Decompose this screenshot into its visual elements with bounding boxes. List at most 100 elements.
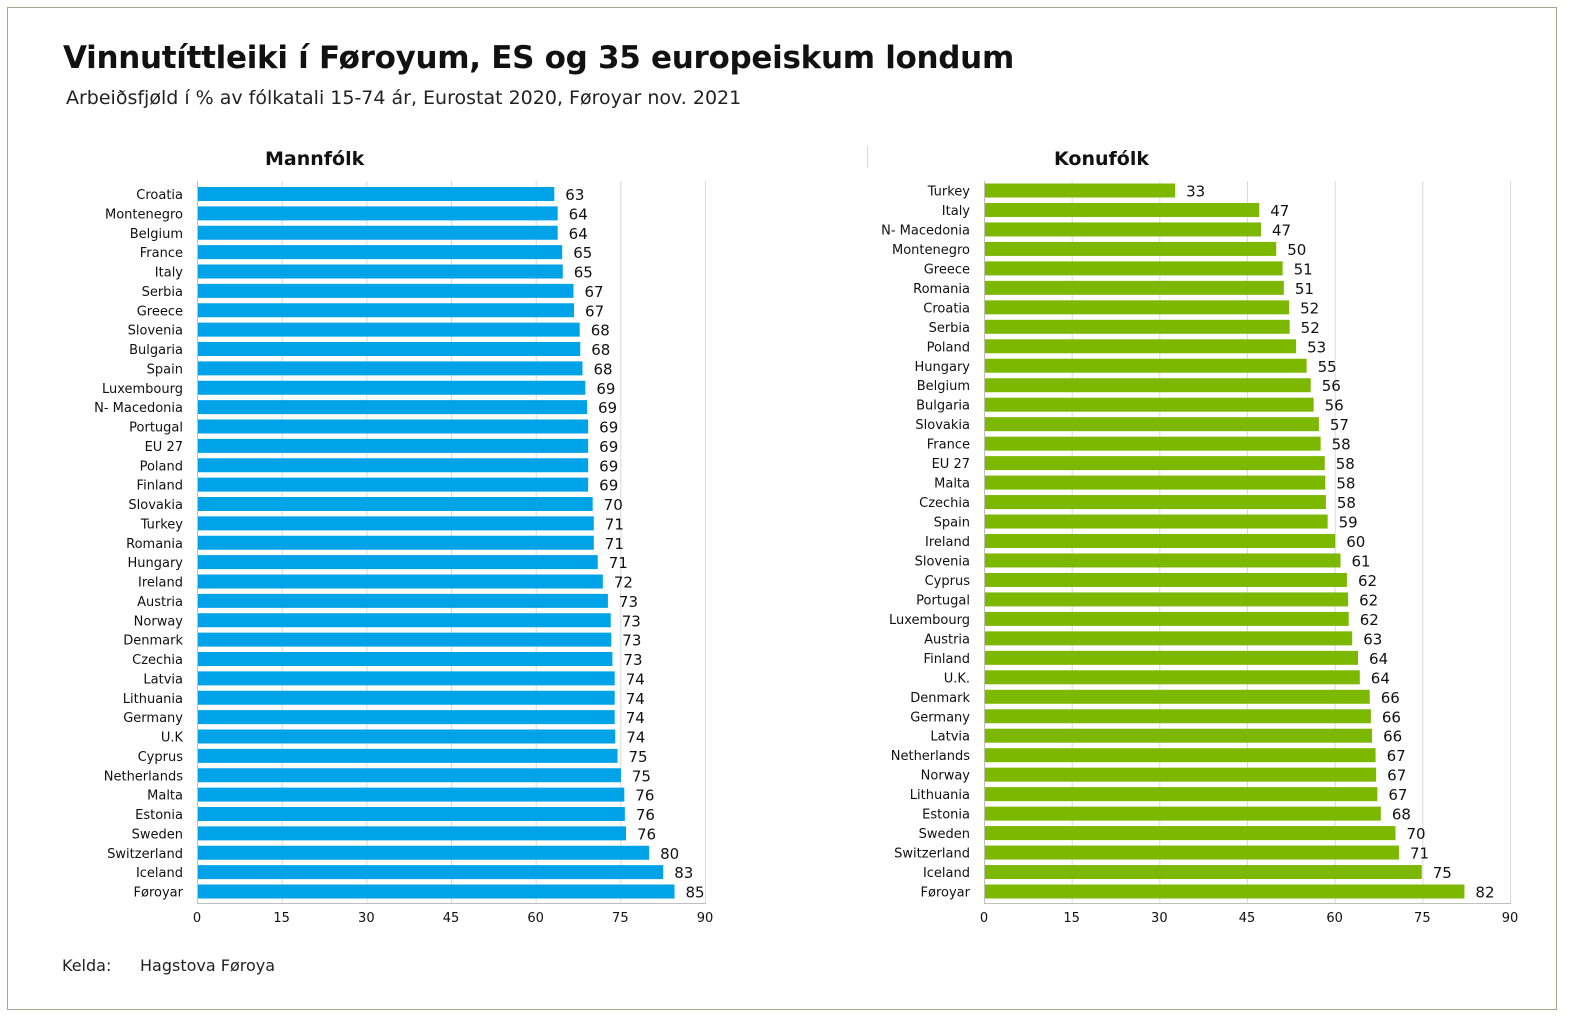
women-bar — [985, 534, 1336, 548]
men-bar — [198, 845, 650, 860]
men-category-label: Montenegro — [105, 207, 183, 222]
women-category-label: Romania — [913, 282, 970, 297]
men-bar — [198, 206, 558, 221]
men-data-label: 83 — [674, 864, 693, 882]
women-category-label: France — [927, 438, 970, 453]
men-category-label: Spain — [147, 362, 183, 377]
men-bar — [198, 225, 558, 240]
men-category-label: EU 27 — [145, 440, 183, 455]
men-data-label: 67 — [584, 283, 603, 301]
men-bar — [198, 187, 555, 201]
women-data-label: 58 — [1336, 455, 1355, 473]
men-category-label: Czechia — [132, 653, 183, 668]
women-data-label: 68 — [1392, 806, 1411, 824]
women-bar — [985, 631, 1353, 646]
men-bar — [198, 555, 598, 570]
men-bar — [198, 458, 589, 473]
women-bar — [985, 339, 1297, 354]
men-bar — [198, 342, 581, 356]
women-category-label: Belgium — [917, 379, 970, 394]
men-category-label: Sweden — [132, 827, 183, 842]
men-data-label: 64 — [569, 205, 588, 223]
chart-title: Vinnutíttleiki í Føroyum, ES og 35 europ… — [63, 40, 1014, 76]
men-bar — [198, 632, 612, 647]
source-label: Kelda: — [62, 956, 112, 975]
women-category-label: Italy — [942, 204, 971, 219]
men-bar — [198, 748, 618, 763]
men-bar — [198, 574, 603, 589]
men-data-label: 71 — [605, 535, 624, 553]
men-x-tick-label: 30 — [358, 911, 375, 926]
women-data-label: 82 — [1475, 884, 1494, 902]
men-category-label: Italy — [155, 266, 184, 281]
men-x-tick-label: 15 — [273, 911, 290, 926]
women-data-label: 55 — [1318, 358, 1337, 376]
men-category-label: U.K — [161, 731, 184, 746]
men-bar — [198, 303, 575, 318]
women-bar — [985, 689, 1370, 704]
women-data-label: 57 — [1330, 416, 1349, 434]
women-bar — [985, 611, 1349, 626]
men-data-label: 69 — [599, 477, 618, 495]
women-category-label: Spain — [934, 516, 970, 531]
men-data-label: 63 — [565, 186, 584, 204]
men-data-label: 72 — [614, 574, 633, 592]
men-category-label: Austria — [137, 595, 183, 610]
men-bar — [198, 710, 615, 725]
women-bar — [985, 845, 1399, 860]
men-bar — [198, 264, 563, 279]
women-data-label: 66 — [1381, 689, 1400, 707]
women-data-label: 67 — [1387, 747, 1406, 765]
women-data-label: 47 — [1270, 202, 1289, 220]
source-value: Hagstova Føroya — [140, 956, 276, 975]
women-data-label: 67 — [1387, 767, 1406, 785]
women-category-label: Austria — [924, 632, 970, 647]
men-bar — [198, 322, 580, 337]
men-x-tick-label: 75 — [612, 911, 629, 926]
men-category-label: Croatia — [136, 188, 183, 203]
women-data-label: 63 — [1363, 630, 1382, 648]
women-data-label: 50 — [1287, 241, 1306, 259]
men-bar — [198, 652, 613, 666]
women-category-label: Finland — [924, 652, 970, 667]
women-data-label: 52 — [1301, 319, 1320, 337]
women-category-label: Bulgaria — [916, 399, 970, 414]
women-bar — [985, 592, 1349, 607]
men-bar — [198, 535, 594, 550]
women-data-label: 66 — [1382, 708, 1401, 726]
women-category-label: Croatia — [923, 301, 970, 316]
women-data-label: 67 — [1388, 786, 1407, 804]
men-bar — [198, 380, 586, 395]
men-data-label: 70 — [604, 496, 623, 514]
men-bar — [198, 690, 615, 705]
women-bar — [985, 300, 1290, 315]
men-bar — [198, 477, 589, 492]
women-data-label: 62 — [1358, 572, 1377, 590]
women-bar — [985, 202, 1260, 217]
women-data-label: 58 — [1337, 494, 1356, 512]
women-category-label: Serbia — [929, 321, 970, 336]
men-bar — [198, 497, 593, 511]
women-category-label: Germany — [910, 710, 970, 725]
men-category-label: Malta — [147, 789, 183, 804]
men-category-label: Netherlands — [104, 769, 183, 784]
men-x-tick-label: 90 — [697, 911, 714, 926]
men-data-label: 73 — [623, 651, 642, 669]
women-category-label: Malta — [934, 477, 970, 492]
women-category-label: N- Macedonia — [881, 223, 970, 238]
men-data-label: 71 — [609, 554, 628, 572]
women-data-label: 60 — [1346, 533, 1365, 551]
men-data-label: 73 — [619, 593, 638, 611]
men-bar — [198, 419, 589, 434]
men-data-label: 74 — [626, 729, 645, 747]
men-bar — [198, 438, 589, 453]
men-category-label: Greece — [137, 304, 183, 319]
women-category-label: Sweden — [919, 827, 970, 842]
source-note: Kelda: Hagstova Føroya — [62, 956, 275, 975]
women-category-label: Norway — [921, 769, 971, 784]
women-bar — [985, 553, 1341, 568]
men-data-label: 64 — [569, 225, 588, 243]
men-category-label: Føroyar — [134, 886, 184, 901]
women-bar — [985, 436, 1321, 451]
men-category-label: Romania — [126, 537, 183, 552]
